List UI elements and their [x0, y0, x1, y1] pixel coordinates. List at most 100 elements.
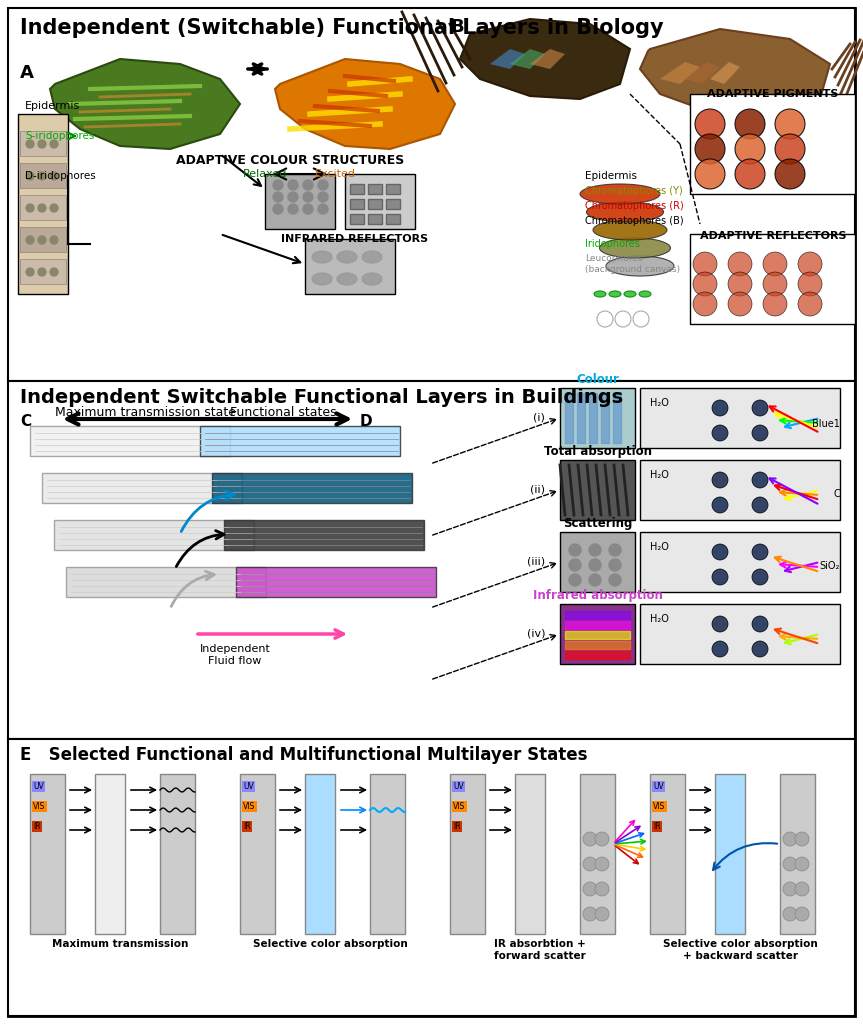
Bar	[240, 774, 275, 934]
Bar	[42, 473, 242, 503]
Text: Selective color absorption: Selective color absorption	[253, 939, 407, 949]
Text: IR: IR	[243, 822, 250, 831]
Circle shape	[50, 140, 58, 148]
Circle shape	[303, 193, 313, 202]
Circle shape	[26, 172, 34, 180]
Bar	[640, 532, 840, 592]
Circle shape	[583, 857, 597, 871]
Text: Colour: Colour	[576, 373, 619, 386]
Text: Independent (Switchable) Functional Layers in Biology: Independent (Switchable) Functional Laye…	[20, 18, 664, 38]
Circle shape	[693, 252, 717, 276]
Circle shape	[609, 559, 621, 571]
Bar	[20, 195, 66, 220]
Circle shape	[712, 400, 728, 416]
Text: Scattering: Scattering	[563, 517, 633, 530]
Text: VIS: VIS	[33, 802, 45, 811]
Circle shape	[595, 857, 609, 871]
Text: Chromatophores (R): Chromatophores (R)	[585, 201, 683, 211]
Bar	[368, 199, 382, 209]
Ellipse shape	[337, 251, 357, 263]
Bar	[386, 214, 400, 224]
Ellipse shape	[600, 238, 671, 258]
Circle shape	[693, 292, 717, 316]
Circle shape	[50, 172, 58, 180]
Circle shape	[583, 882, 597, 896]
Circle shape	[273, 193, 283, 202]
Text: (ii): (ii)	[530, 485, 545, 495]
Text: H₂O: H₂O	[650, 542, 669, 552]
Circle shape	[763, 272, 787, 296]
Circle shape	[595, 907, 609, 921]
Circle shape	[712, 497, 728, 513]
Circle shape	[712, 472, 728, 488]
Ellipse shape	[606, 256, 674, 276]
Text: H₂O: H₂O	[650, 470, 669, 480]
Circle shape	[795, 857, 809, 871]
Text: Independent
Fluid flow: Independent Fluid flow	[199, 644, 270, 666]
Circle shape	[38, 172, 46, 180]
Circle shape	[728, 252, 752, 276]
Circle shape	[752, 641, 768, 657]
Circle shape	[693, 272, 717, 296]
Circle shape	[763, 252, 787, 276]
Text: C: C	[834, 489, 840, 499]
Ellipse shape	[624, 291, 636, 297]
Circle shape	[752, 497, 768, 513]
Bar	[20, 131, 66, 156]
Bar	[8, 8, 855, 381]
Text: Independent Switchable Functional Layers in Buildings: Independent Switchable Functional Layers…	[20, 388, 623, 407]
Ellipse shape	[593, 220, 667, 240]
Bar	[640, 460, 840, 520]
Text: Epidermis: Epidermis	[25, 101, 80, 111]
Text: UV: UV	[33, 782, 44, 791]
Ellipse shape	[594, 291, 606, 297]
Bar	[20, 259, 66, 284]
Circle shape	[752, 616, 768, 632]
Circle shape	[728, 272, 752, 296]
Polygon shape	[460, 19, 630, 99]
Text: Selective color absorption
+ backward scatter: Selective color absorption + backward sc…	[663, 939, 817, 961]
Circle shape	[795, 907, 809, 921]
Bar	[30, 774, 65, 934]
Circle shape	[695, 159, 725, 189]
Bar	[305, 774, 335, 934]
Circle shape	[50, 268, 58, 276]
Circle shape	[735, 134, 765, 164]
Bar	[345, 174, 415, 229]
Circle shape	[595, 882, 609, 896]
Bar	[515, 774, 545, 934]
Circle shape	[752, 400, 768, 416]
Text: H₂O: H₂O	[650, 398, 669, 408]
Bar	[20, 227, 66, 252]
Bar	[780, 774, 815, 934]
Text: ADAPTIVE COLOUR STRUCTURES: ADAPTIVE COLOUR STRUCTURES	[176, 154, 404, 167]
Bar	[690, 94, 855, 194]
Circle shape	[26, 236, 34, 244]
Circle shape	[752, 472, 768, 488]
Circle shape	[569, 574, 581, 586]
Bar	[66, 567, 266, 597]
Polygon shape	[640, 29, 830, 114]
Text: Functional states: Functional states	[230, 406, 337, 419]
Bar	[640, 388, 840, 449]
Bar	[8, 381, 855, 739]
Bar	[350, 184, 364, 194]
Circle shape	[783, 857, 797, 871]
Bar	[386, 184, 400, 194]
Bar	[368, 184, 382, 194]
Circle shape	[288, 204, 298, 214]
Bar	[95, 774, 125, 934]
Bar	[386, 199, 400, 209]
Bar	[580, 774, 615, 934]
Text: UV: UV	[453, 782, 463, 791]
Text: (iv): (iv)	[526, 629, 545, 639]
Bar	[715, 774, 745, 934]
Polygon shape	[685, 62, 720, 84]
Bar	[690, 234, 855, 324]
Bar	[370, 774, 405, 934]
Circle shape	[712, 569, 728, 585]
Text: C: C	[20, 414, 31, 429]
Bar	[650, 774, 685, 934]
Polygon shape	[490, 49, 525, 69]
Text: Maximum transmission state: Maximum transmission state	[55, 406, 236, 419]
